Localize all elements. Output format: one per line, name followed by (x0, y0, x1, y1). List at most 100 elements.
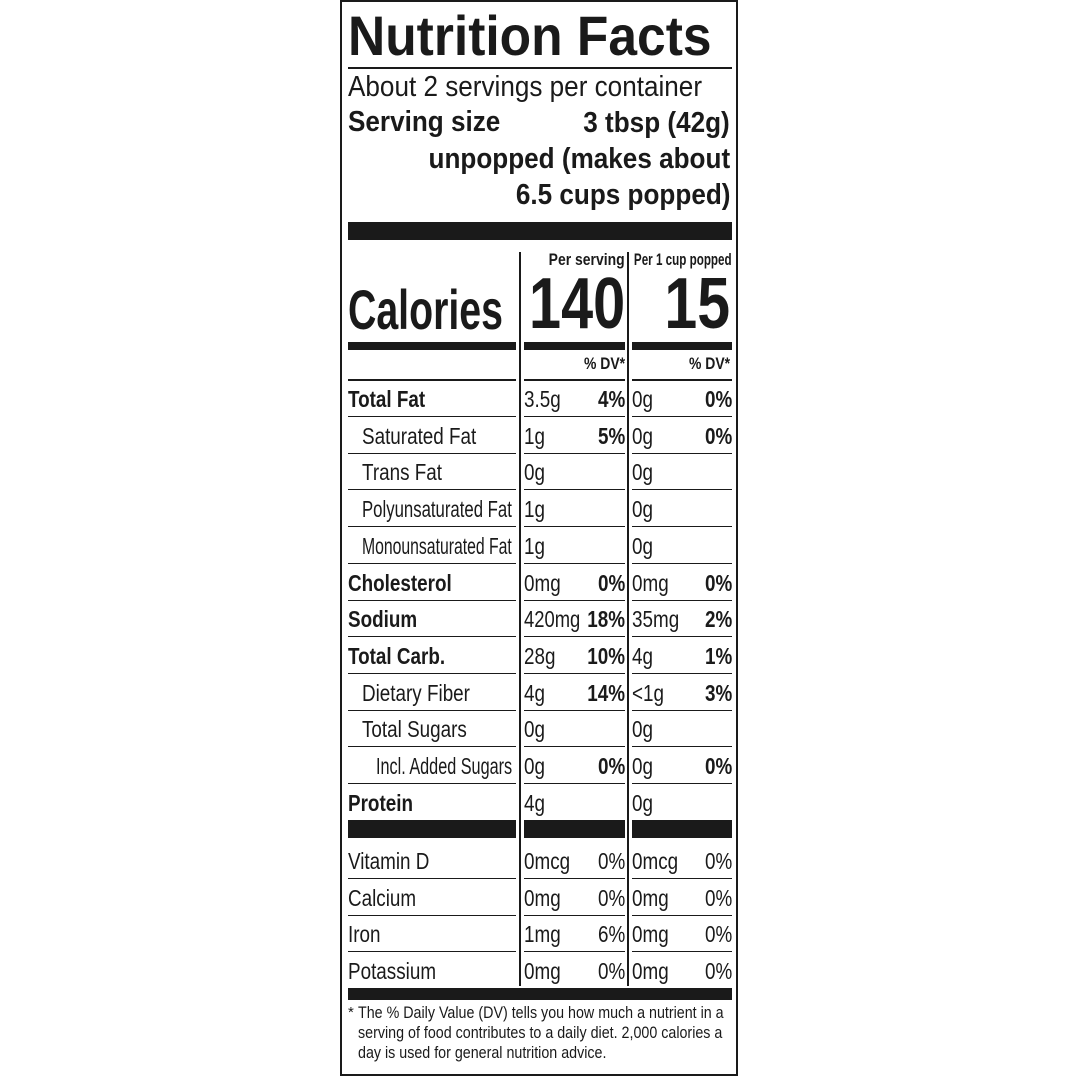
amount: 0g (524, 459, 545, 486)
col1-header-text: Per serving (549, 250, 625, 269)
nutrient-name-cell: Polyunsaturated Fat (348, 491, 516, 528)
nutrient-name: Incl. Added Sugars (376, 753, 513, 779)
per-serving-cell: 0g 0% (524, 748, 625, 784)
nutrient-name: Calcium (348, 884, 417, 911)
serving-size-line: 6.5 cups popped) (515, 179, 730, 211)
serving-size-line: 3 tbsp (42g) (583, 107, 730, 139)
amount: 0mcg (632, 848, 679, 874)
nutrition-facts-label (340, 0, 738, 1076)
amount: 1g (524, 532, 545, 559)
per-serving-cell: 0mg 0% (524, 953, 625, 990)
calories-per-serving: 140 (505, 266, 625, 342)
daily-value: 4% (597, 386, 625, 412)
calories-value: 15 (664, 264, 730, 344)
calories-label-text: Calories (348, 278, 503, 341)
per-cup-cell: 0g (632, 711, 732, 748)
nutrient-name-cell: Protein (348, 785, 516, 821)
daily-value: 0% (704, 958, 732, 985)
per-cup-cell: 0mg 0% (632, 916, 732, 953)
per-cup-cell: 0g 0% (632, 381, 732, 417)
amount: 0g (632, 789, 653, 816)
amount: 0mg (632, 569, 669, 596)
amount: <1g (632, 679, 664, 706)
per-cup-cell: 35mg 2% (632, 601, 732, 638)
nutrient-name: Trans Fat (362, 459, 443, 486)
nutrient-name-cell: Trans Fat (348, 454, 516, 491)
amount: 1mg (524, 921, 561, 948)
daily-value: 1% (704, 642, 732, 669)
per-serving-cell: 4g 14% (524, 675, 625, 711)
per-serving-cell: 420mg 18% (524, 601, 625, 638)
divider (348, 379, 516, 381)
amount: 28g (524, 642, 556, 669)
per-serving-cell: 1g 5% (524, 418, 625, 454)
nutrient-name: Polyunsaturated Fat (362, 496, 512, 523)
footnote-star: * (348, 1004, 354, 1021)
amount: 0g (632, 496, 653, 523)
daily-value: 0% (704, 848, 732, 874)
amount: 0g (632, 422, 653, 449)
per-cup-cell: <1g 3% (632, 675, 732, 711)
divider (524, 379, 625, 381)
per-serving-cell: 0mg 0% (524, 565, 625, 601)
amount: 420mg (524, 606, 581, 633)
daily-value: 5% (597, 422, 625, 449)
nutrient-name: Saturated Fat (362, 422, 477, 449)
per-cup-cell: 0mg 0% (632, 565, 732, 601)
daily-value: 0% (704, 569, 732, 596)
amount: 0g (632, 532, 653, 559)
dv-header: % DV* (680, 354, 730, 374)
dv-header: % DV* (575, 354, 625, 374)
column-divider (519, 252, 521, 986)
col2-header-text: Per 1 cup popped (634, 250, 732, 269)
per-cup-cell: 0mg 0% (632, 953, 732, 990)
per-serving-cell: 1mg 6% (524, 916, 625, 953)
amount: 0g (632, 459, 653, 486)
serving-size-line: unpopped (makes about (428, 143, 730, 175)
per-serving-cell: 4g (524, 785, 625, 821)
amount: 0mg (632, 884, 669, 911)
amount: 0mg (632, 921, 669, 948)
per-cup-cell: 0mg 0% (632, 880, 732, 916)
thick-divider (348, 820, 516, 838)
daily-value: 2% (704, 606, 732, 633)
daily-value: 0% (597, 753, 625, 779)
nutrient-name: Sodium (348, 606, 418, 633)
per-cup-cell: 0g 0% (632, 748, 732, 784)
daily-value: 0% (597, 569, 625, 596)
divider (348, 67, 732, 69)
col1-header: Per serving (532, 250, 625, 270)
per-cup-cell: 0g (632, 454, 732, 491)
nutrient-name-cell: Total Fat (348, 381, 516, 417)
thick-divider (524, 820, 625, 838)
nutrient-name: Vitamin D (348, 848, 430, 874)
dv-header-text: % DV* (583, 354, 625, 373)
thick-divider (348, 342, 516, 350)
nutrient-name-cell: Dietary Fiber (348, 675, 516, 711)
per-serving-cell: 0mg 0% (524, 880, 625, 916)
daily-value: 0% (704, 422, 732, 449)
amount: 0mg (524, 569, 561, 596)
nutrient-name: Iron (348, 921, 381, 948)
amount: 4g (524, 789, 545, 816)
daily-value: 18% (587, 606, 625, 633)
nutrient-name-cell: Incl. Added Sugars (348, 748, 516, 784)
servings-text: About 2 servings per container (348, 71, 703, 103)
servings-per-container: About 2 servings per container (348, 70, 741, 104)
daily-value: 0% (597, 848, 625, 874)
nutrient-name-cell: Cholesterol (348, 565, 516, 601)
nutrient-name-cell: Sodium (348, 601, 516, 638)
per-serving-cell: 1g (524, 491, 625, 528)
serving-size-value: 3 tbsp (42g) unpopped (makes about 6.5 c… (395, 105, 730, 213)
per-cup-cell: 0g (632, 491, 732, 528)
daily-value: 6% (597, 921, 625, 948)
per-serving-cell: 3.5g 4% (524, 381, 625, 417)
per-serving-cell: 0mcg 0% (524, 843, 625, 879)
divider (632, 379, 732, 381)
thick-divider (348, 222, 732, 240)
nutrient-name-cell: Monounsaturated Fat (348, 528, 516, 564)
daily-value: 0% (597, 958, 625, 985)
nutrient-name-cell: Vitamin D (348, 843, 516, 879)
daily-value: 0% (704, 386, 732, 412)
amount: 0mcg (524, 848, 571, 874)
